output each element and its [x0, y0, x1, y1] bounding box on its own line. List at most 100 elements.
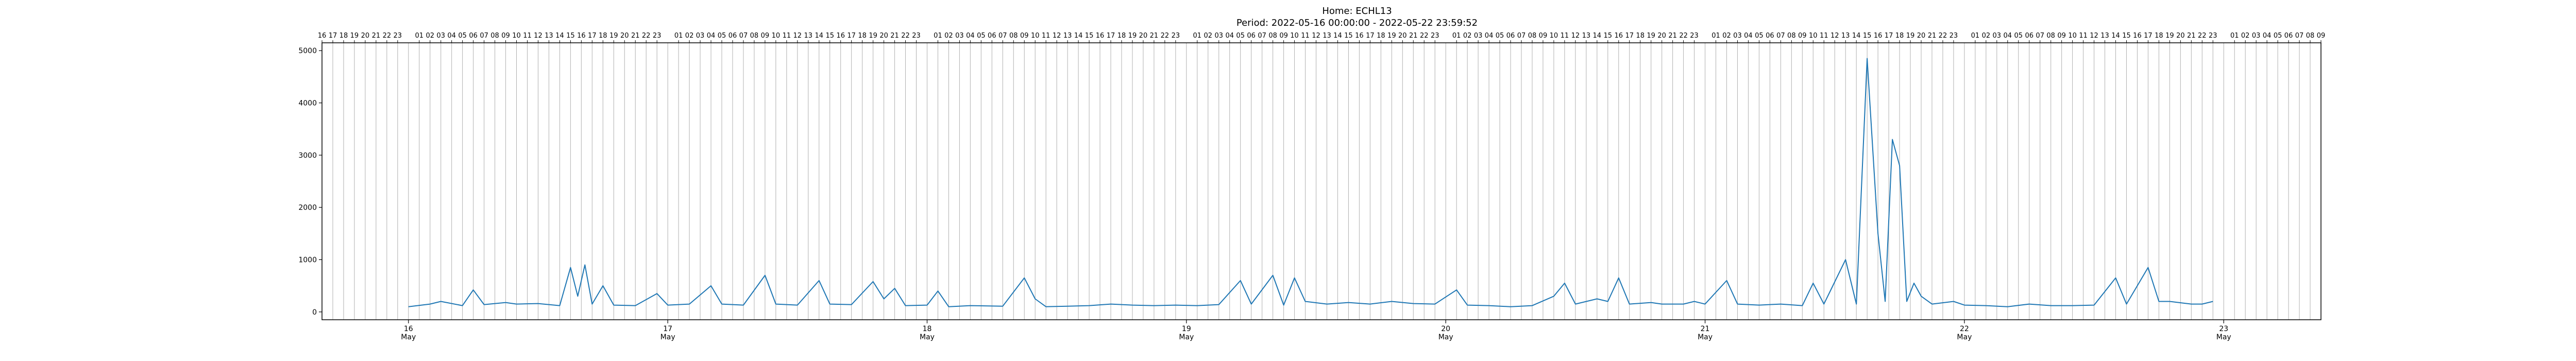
x-tick-day: 23 — [2219, 325, 2228, 333]
x-tick-month: May — [401, 333, 416, 341]
hour-label: 09 — [2057, 32, 2066, 40]
y-tick-label: 1000 — [298, 256, 317, 264]
hour-label: 05 — [2014, 32, 2023, 40]
hour-label: 03 — [2252, 32, 2261, 40]
plot-frame — [321, 42, 2321, 320]
hour-label: 17 — [588, 32, 597, 40]
hour-label: 02 — [1982, 32, 1991, 40]
hour-label: 02 — [2241, 32, 2250, 40]
hour-label: 02 — [1463, 32, 1472, 40]
hour-label: 03 — [1733, 32, 1742, 40]
hour-label: 16 — [1096, 32, 1105, 40]
hour-label: 23 — [1172, 32, 1180, 40]
hour-label: 09 — [1539, 32, 1548, 40]
hour-label: 04 — [1485, 32, 1494, 40]
hour-label: 06 — [1506, 32, 1515, 40]
hour-label: 12 — [2090, 32, 2098, 40]
hour-label: 19 — [1387, 32, 1396, 40]
hour-label: 13 — [1323, 32, 1331, 40]
hour-label: 06 — [988, 32, 996, 40]
hour-label: 17 — [1625, 32, 1634, 40]
hour-label: 16 — [1874, 32, 1883, 40]
hour-label: 20 — [1657, 32, 1666, 40]
hour-label: 04 — [447, 32, 456, 40]
hour-label: 02 — [685, 32, 694, 40]
hour-label: 09 — [1279, 32, 1288, 40]
hour-label: 12 — [1053, 32, 1061, 40]
hour-label: 20 — [879, 32, 888, 40]
hour-label: 05 — [977, 32, 986, 40]
hour-label: 03 — [955, 32, 964, 40]
hour-label: 22 — [1939, 32, 1947, 40]
series-layer — [408, 58, 2213, 307]
hour-label: 04 — [966, 32, 975, 40]
hour-label: 17 — [329, 32, 337, 40]
hour-label: 07 — [1517, 32, 1526, 40]
chart-subtitle: Period: 2022-05-16 00:00:00 - 2022-05-22… — [1236, 18, 1478, 28]
x-tick-month: May — [1698, 333, 1713, 341]
hour-label: 08 — [2046, 32, 2055, 40]
hour-label: 07 — [2036, 32, 2044, 40]
hour-label: 08 — [1787, 32, 1796, 40]
hour-label: 11 — [1561, 32, 1569, 40]
hour-label: 05 — [458, 32, 467, 40]
hour-label: 11 — [1820, 32, 1828, 40]
hour-label: 21 — [1928, 32, 1937, 40]
hour-label: 01 — [674, 32, 683, 40]
hour-label: 23 — [394, 32, 402, 40]
hour-label: 22 — [1679, 32, 1688, 40]
hour-label: 08 — [1268, 32, 1277, 40]
hour-label: 13 — [804, 32, 813, 40]
hour-label: 16 — [577, 32, 586, 40]
hour-label: 22 — [642, 32, 651, 40]
hour-label: 23 — [653, 32, 662, 40]
x-tick-month: May — [660, 333, 675, 341]
hour-label: 08 — [2306, 32, 2315, 40]
hour-label: 09 — [1798, 32, 1807, 40]
hour-label: 21 — [1409, 32, 1418, 40]
hour-label: 11 — [523, 32, 532, 40]
hour-label: 04 — [2004, 32, 2012, 40]
hour-label: 22 — [1420, 32, 1429, 40]
hour-label: 09 — [2317, 32, 2326, 40]
x-tick-month: May — [1438, 333, 1453, 341]
hour-label: 16 — [1614, 32, 1623, 40]
hour-label: 12 — [793, 32, 802, 40]
hour-label: 13 — [2100, 32, 2109, 40]
hour-label: 18 — [340, 32, 348, 40]
hour-label: 20 — [620, 32, 629, 40]
hour-label: 15 — [1085, 32, 1094, 40]
hour-label: 20 — [1398, 32, 1407, 40]
x-tick-month: May — [1957, 333, 1972, 341]
hour-label: 09 — [1020, 32, 1029, 40]
hour-label: 02 — [1204, 32, 1213, 40]
hour-label: 16 — [1355, 32, 1364, 40]
hour-label: 23 — [912, 32, 921, 40]
hour-label: 22 — [383, 32, 392, 40]
hour-label: 14 — [2111, 32, 2120, 40]
hour-label: 23 — [1431, 32, 1439, 40]
hour-label: 02 — [944, 32, 953, 40]
y-tick-label: 2000 — [298, 204, 317, 212]
hourly-gridlines — [321, 43, 2321, 320]
hour-label: 14 — [1593, 32, 1602, 40]
hour-label: 18 — [1377, 32, 1385, 40]
hour-label: 16 — [836, 32, 845, 40]
hour-label: 09 — [501, 32, 510, 40]
hour-label: 23 — [1950, 32, 1958, 40]
hour-label: 17 — [1366, 32, 1375, 40]
hour-label: 05 — [1496, 32, 1504, 40]
hour-label: 06 — [2284, 32, 2293, 40]
hour-label: 11 — [1301, 32, 1310, 40]
hour-label: 18 — [1895, 32, 1904, 40]
hour-label: 10 — [1031, 32, 1040, 40]
hour-label: 21 — [631, 32, 640, 40]
hour-label: 13 — [545, 32, 553, 40]
hour-label: 03 — [696, 32, 705, 40]
hour-label: 15 — [825, 32, 834, 40]
hour-label: 01 — [415, 32, 423, 40]
hour-label: 18 — [599, 32, 607, 40]
hour-label: 12 — [1312, 32, 1320, 40]
